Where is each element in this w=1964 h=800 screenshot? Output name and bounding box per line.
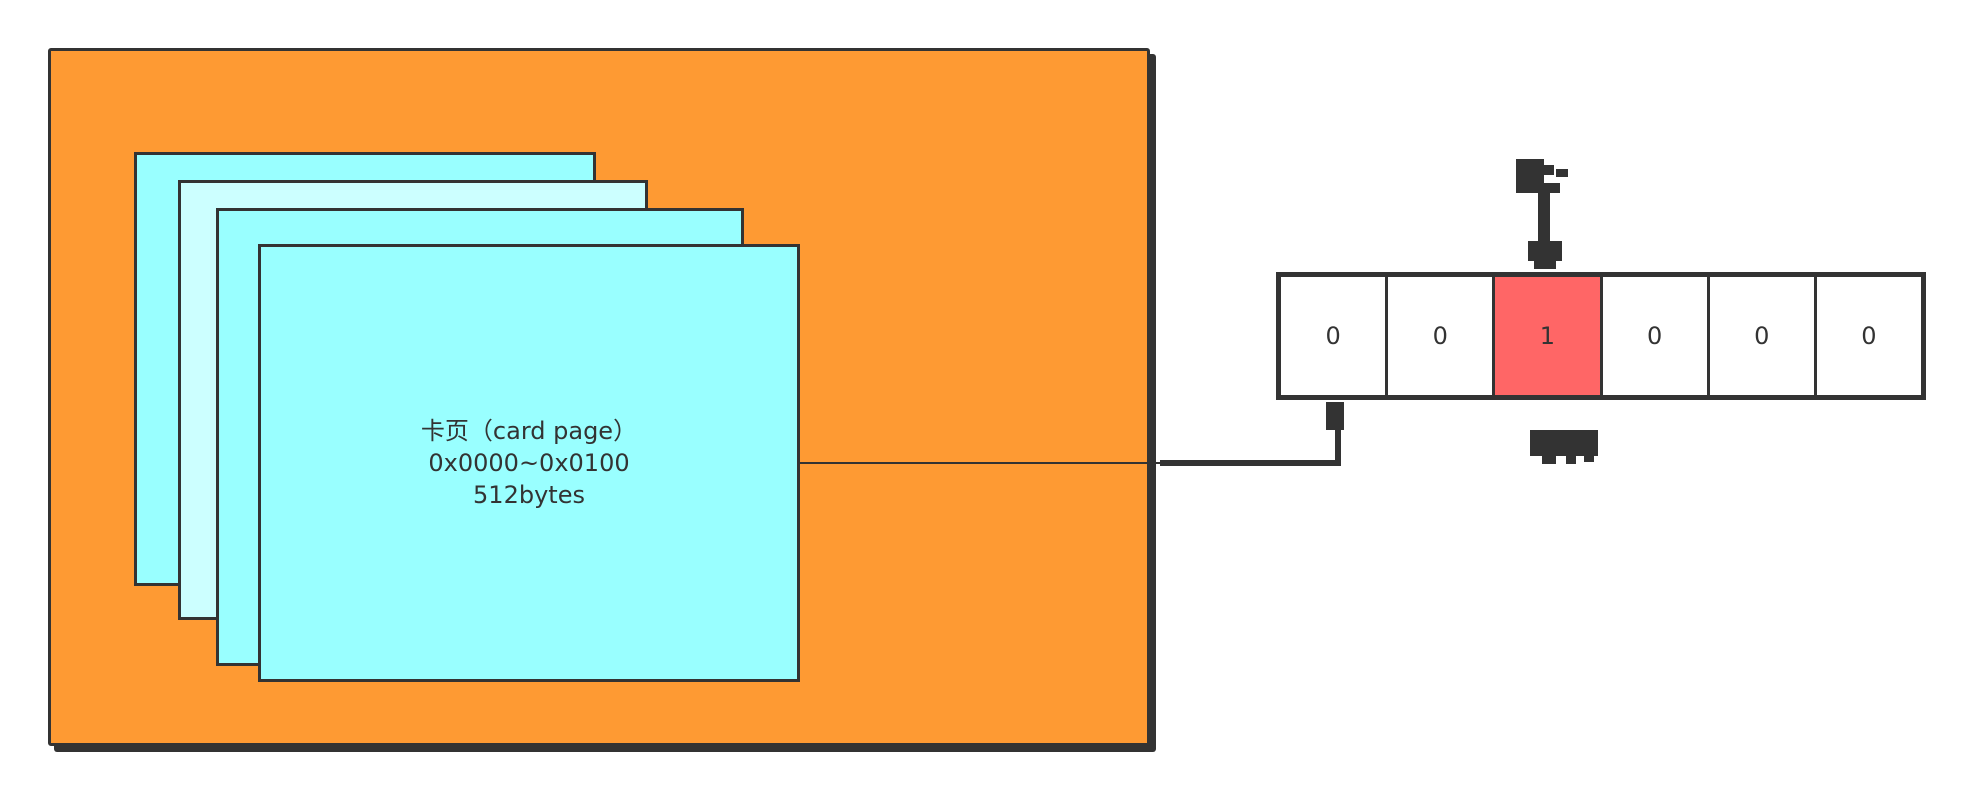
card-page-label: 卡页（card page） 0x0000~0x0100 512bytes: [421, 415, 637, 511]
card-table-cell-value: 0: [1754, 322, 1770, 350]
card-table-cell-value: 0: [1646, 322, 1663, 350]
card-page-front: 卡页（card page） 0x0000~0x0100 512bytes: [258, 244, 800, 682]
card-table-cell: 0: [1602, 277, 1710, 395]
card-table-cell-value: 0: [1325, 322, 1341, 350]
card-table-cell: 0: [1388, 277, 1496, 395]
card-table-label-mark: [1530, 430, 1598, 464]
connector-arrowhead: [1326, 402, 1344, 430]
card-table-cell: 0: [1281, 277, 1389, 395]
card-table: 0 0 1 0 0 0: [1276, 272, 1926, 400]
card-table-cell: 0: [1709, 277, 1817, 395]
card-table-cell-value: 1: [1539, 322, 1556, 350]
connector-elbow: [1160, 402, 1341, 466]
card-table-cell-value: 0: [1861, 322, 1877, 350]
card-table-cell-value: 0: [1432, 322, 1448, 350]
card-page-range: 0x0000~0x0100: [428, 449, 630, 477]
card-page-title: 卡页（card page）: [420, 417, 638, 445]
card-page-size: 512bytes: [473, 481, 585, 509]
pointer-marker-top: [1516, 159, 1568, 269]
card-table-cell: 0: [1816, 277, 1922, 395]
card-table-cell-marked: 1: [1495, 277, 1603, 395]
